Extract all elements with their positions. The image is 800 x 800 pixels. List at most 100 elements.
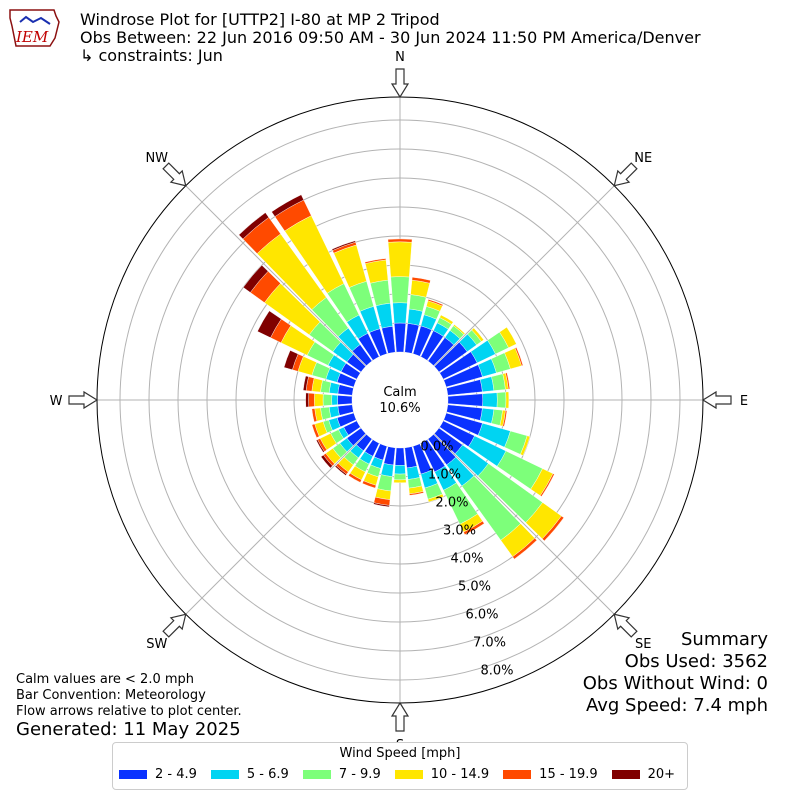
flow-arrow-nw [162, 162, 187, 187]
bar-segment-310-5 [242, 264, 269, 293]
calm-center: Calm 10.6% [379, 385, 420, 416]
radial-tick: 8.0% [480, 663, 513, 678]
bar-segment-200-4 [362, 480, 377, 489]
bar-segment-250-4 [311, 423, 320, 438]
flow-arrow-w [68, 390, 99, 410]
radial-tick: 3.0% [443, 523, 476, 538]
bar-segment-270-3 [314, 393, 324, 407]
radial-tick: 2.0% [435, 495, 468, 510]
bar-segment-350-3 [364, 259, 389, 284]
bar-segment-350-4 [364, 258, 387, 264]
calm-label: Calm [383, 385, 416, 400]
calm-percent: 10.6% [379, 401, 420, 416]
bar-segment-180-0 [394, 447, 406, 466]
bar-segment-40-3 [453, 324, 466, 335]
wind-bars [238, 194, 565, 560]
obs-used: Obs Used: 3562 [624, 651, 768, 672]
legend-swatch [302, 770, 331, 779]
bar-segment-180-3 [393, 479, 407, 484]
bar-segment-30-3 [439, 314, 454, 325]
bar-segment-180-1 [394, 465, 406, 475]
calm-definition: Calm values are < 2.0 mph [16, 672, 195, 687]
bar-segment-270-1 [331, 394, 338, 406]
bar-segment-300-5 [257, 310, 282, 338]
bar-segment-140-4 [512, 537, 538, 560]
legend-swatch [503, 770, 532, 779]
legend-item: 5 - 6.9 [210, 767, 289, 782]
compass-sw: SW [146, 637, 167, 652]
bar-segment-170-4 [409, 491, 424, 496]
bar-segment-330-5 [271, 194, 304, 217]
bar-segment-150-4 [463, 520, 485, 535]
obs-without-wind: Obs Without Wind: 0 [582, 673, 768, 694]
bar-segment-130-4 [541, 515, 565, 542]
bar-segment-280-5 [302, 375, 309, 391]
flow-arrows [68, 68, 732, 732]
legend-label: 15 - 19.9 [539, 767, 598, 782]
bar-segment-340-5 [331, 240, 356, 251]
compass-se: SE [635, 637, 651, 652]
grid-spoke [433, 433, 615, 615]
bar-segment-90-3 [505, 391, 510, 409]
bar-segment-170-1 [406, 465, 420, 480]
grid-spoke [433, 185, 615, 367]
bar-segment-10-4 [411, 276, 431, 284]
legend-swatch [119, 770, 147, 779]
flow-arrow-s [390, 701, 410, 732]
bar-segment-120-4 [539, 473, 555, 497]
bar-segment-0-1 [392, 302, 408, 324]
flow-arrow-ne [613, 162, 638, 187]
compass-w: W [50, 394, 63, 409]
bar-segment-0-0 [394, 322, 406, 353]
flow-arrow-n [390, 68, 410, 99]
bar-segment-90-0 [447, 393, 484, 407]
flow-arrow-e [701, 390, 732, 410]
bar-segment-190-1 [380, 463, 394, 477]
bar-segment-50-3 [471, 327, 485, 342]
calm-disc [352, 352, 448, 448]
bar-segment-0-2 [390, 276, 410, 304]
legend-label: 2 - 4.9 [155, 767, 197, 782]
compass-ne: NE [634, 151, 652, 166]
compass-n: N [395, 50, 405, 65]
bar-segment-160-3 [427, 493, 444, 503]
bar-segment-80-4 [505, 372, 511, 390]
grid-spoke [185, 185, 367, 367]
grid-spoke [185, 433, 367, 615]
generated-date: Generated: 11 May 2025 [16, 719, 241, 740]
legend-label: 20+ [647, 767, 676, 782]
radial-tick-labels: 0.0% 1.0% 2.0% 3.0% 4.0% 5.0% 6.0% 7.0% 8.0% [420, 439, 513, 678]
bar-segment-190-2 [377, 474, 393, 492]
legend-label: 5 - 6.9 [246, 767, 289, 782]
bar-segment-60-3 [499, 326, 517, 349]
logo-text: IEM [15, 28, 49, 46]
radial-tick: 6.0% [465, 607, 498, 622]
bar-segment-350-2 [369, 279, 391, 306]
bar-segment-320-5 [238, 212, 270, 240]
legend-label: 7 - 9.9 [338, 767, 381, 782]
radial-tick: 0.0% [420, 439, 453, 454]
bar-convention: Bar Convention: Meteorology [16, 688, 206, 703]
constraints-label: ↳ constraints: Jun [80, 46, 223, 65]
bar-segment-0-3 [387, 241, 413, 278]
bar-segment-270-2 [322, 394, 333, 406]
flow-arrows-note: Flow arrows relative to plot center. [16, 704, 242, 719]
date-range: Obs Between: 22 Jun 2016 09:50 AM - 30 J… [80, 28, 701, 47]
avg-speed: Avg Speed: 7.4 mph [586, 695, 768, 716]
legend-swatch [210, 770, 239, 779]
iem-logo: IEM [9, 9, 60, 47]
bar-segment-110-3 [520, 435, 531, 456]
summary-heading: Summary [681, 629, 768, 650]
legend-item: 7 - 9.9 [302, 767, 381, 782]
legend: Wind Speed [mph] 2 - 4.9 5 - 6.9 7 - 9.9 10… [112, 742, 688, 790]
radial-tick: 5.0% [458, 579, 491, 594]
bar-segment-270-0 [337, 395, 353, 405]
radial-tick: 4.0% [450, 551, 483, 566]
bar-segment-290-5 [283, 350, 299, 370]
bar-segment-20-4 [427, 299, 444, 307]
flow-arrow-sw [162, 613, 187, 638]
legend-title: Wind Speed [mph] [339, 746, 461, 761]
legend-item: 2 - 4.9 [119, 767, 197, 782]
legend-item: 20+ [611, 767, 676, 782]
legend-item: 15 - 19.9 [503, 767, 598, 782]
